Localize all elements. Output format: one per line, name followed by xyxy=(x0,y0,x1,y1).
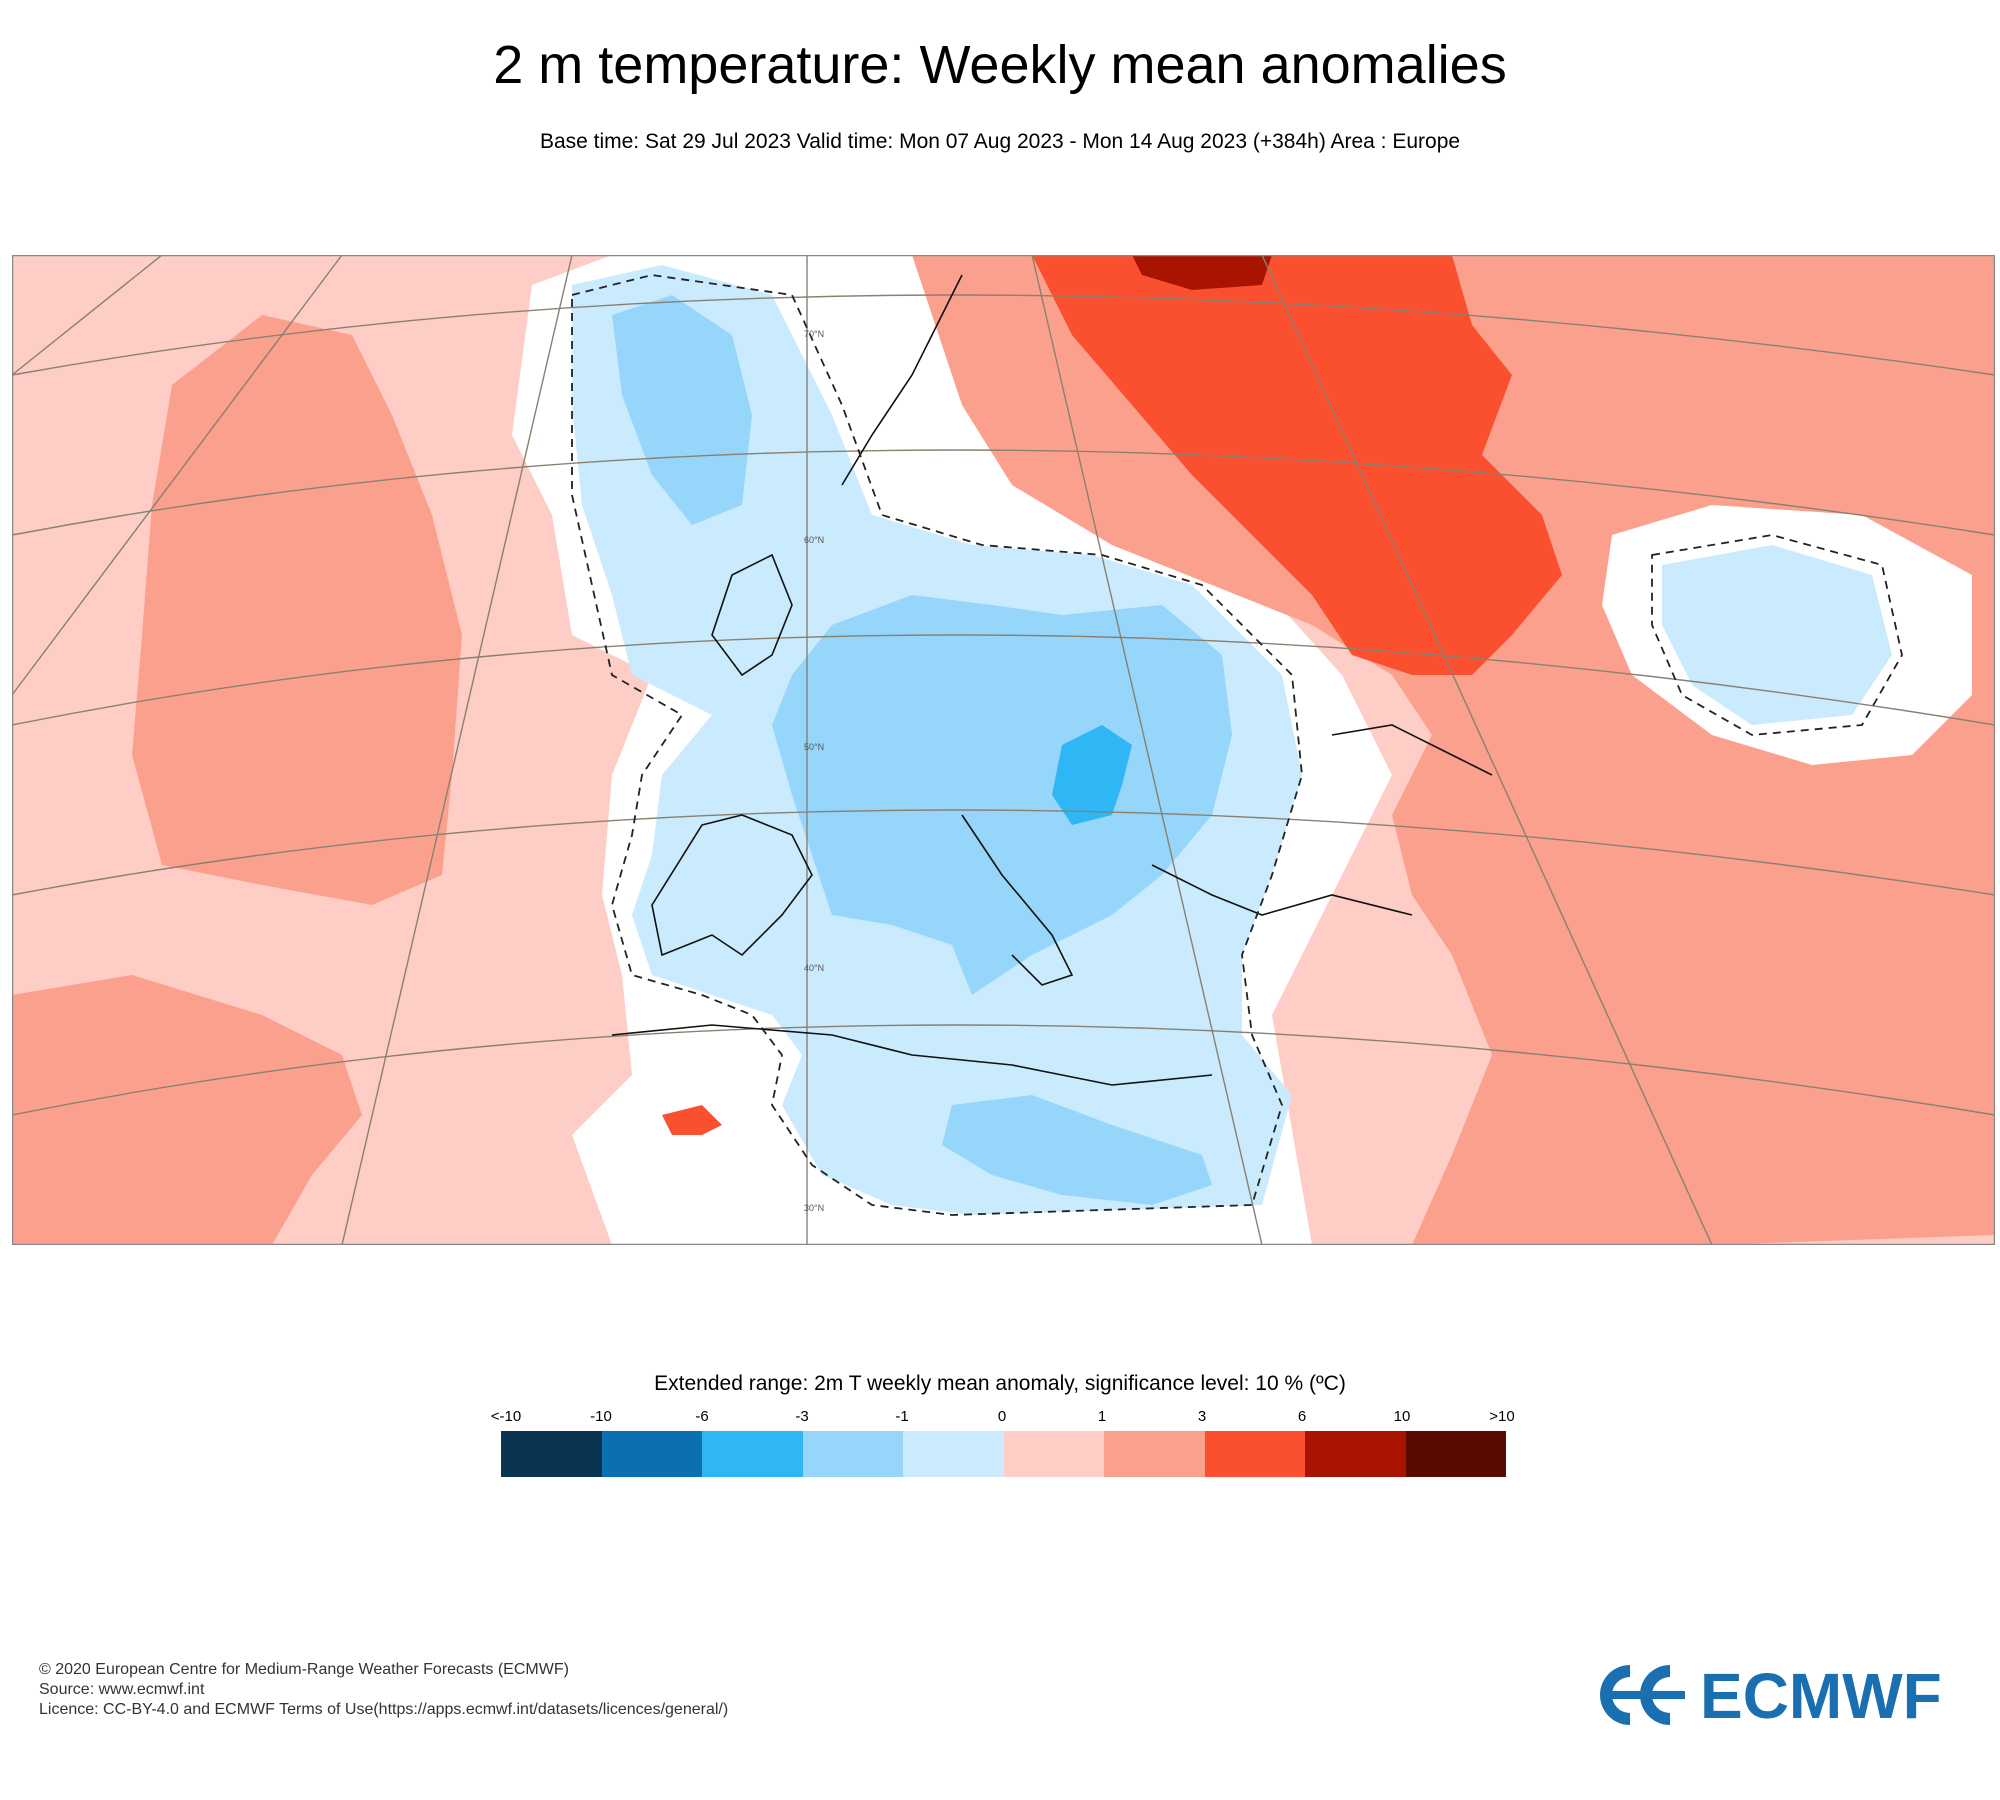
legend-tick-label: <-10 xyxy=(490,1408,522,1425)
map-graticule xyxy=(12,255,1995,1245)
lat-label-60n: 60°N xyxy=(804,535,824,545)
map-coastlines xyxy=(611,274,1493,1086)
legend-color-bar xyxy=(501,1431,1506,1477)
chart-subtitle: Base time: Sat 29 Jul 2023 Valid time: M… xyxy=(539,130,1461,153)
legend-swatch xyxy=(903,1431,1004,1477)
chart-title: 2 m temperature: Weekly mean anomalies xyxy=(493,35,1507,95)
legend-swatch xyxy=(1204,1431,1305,1477)
legend-tick-label: 6 xyxy=(1297,1408,1307,1425)
legend-swatch xyxy=(1104,1431,1205,1477)
anomaly-region-strong-warm xyxy=(1032,255,1562,675)
ecmwf-logo: ECMWF xyxy=(1600,1660,1942,1730)
map-frame xyxy=(12,255,1995,1245)
significance-contours xyxy=(571,274,1903,1216)
anomaly-region-warm-southwest xyxy=(12,975,362,1245)
legend-tick-label: 1 xyxy=(1097,1408,1107,1425)
lat-label-70n: 70°N xyxy=(804,329,824,339)
footer-copyright: © 2020 European Centre for Medium-Range … xyxy=(39,1661,569,1678)
legend-swatch xyxy=(501,1431,602,1477)
anomaly-region-warm-atlantic xyxy=(132,315,462,905)
ecmwf-logo-text: ECMWF xyxy=(1700,1660,1942,1730)
legend-tick-label: 0 xyxy=(997,1408,1007,1425)
legend-tick-label: -1 xyxy=(895,1408,909,1425)
legend-swatch xyxy=(702,1431,803,1477)
legend-title: Extended range: 2m T weekly mean anomaly… xyxy=(654,1372,1346,1395)
legend-tick-label: -6 xyxy=(695,1408,709,1425)
legend-swatch xyxy=(1003,1431,1104,1477)
legend-swatch xyxy=(802,1431,903,1477)
anomaly-region-weak-cold-east xyxy=(1662,545,1892,725)
lat-label-40n: 40°N xyxy=(804,963,824,973)
anomaly-region-warm-northeast xyxy=(912,255,1995,1245)
legend-tick-label: 3 xyxy=(1197,1408,1207,1425)
lat-label-30n: 30°N xyxy=(804,1203,824,1213)
anomaly-region-moderate-cold-central xyxy=(772,595,1232,995)
anomaly-region-strong-warm-africa xyxy=(662,1105,722,1135)
legend-tick-label: >10 xyxy=(1489,1408,1515,1425)
anomaly-map: 70°N 60°N 50°N 40°N 30°N xyxy=(12,255,1995,1245)
anomaly-region-very-strong-warm xyxy=(1132,255,1272,290)
footer-licence: Licence: CC-BY-4.0 and ECMWF Terms of Us… xyxy=(39,1701,729,1718)
legend-swatch xyxy=(601,1431,702,1477)
anomaly-region-strong-cold xyxy=(1052,725,1132,825)
anomaly-region-moderate-cold xyxy=(612,295,752,525)
legend-tick-labels: <-10 -10 -6 -3 -1 0 1 3 6 10 >10 xyxy=(490,1408,1515,1428)
legend-swatch xyxy=(1305,1431,1406,1477)
legend-tick-label: -10 xyxy=(590,1408,612,1425)
footer-credits: © 2020 European Centre for Medium-Range … xyxy=(39,1660,728,1720)
anomaly-region-moderate-cold-south xyxy=(942,1095,1212,1205)
legend-tick-label: -3 xyxy=(795,1408,809,1425)
legend-tick-label: 10 xyxy=(1393,1408,1411,1425)
ecmwf-logo-mark xyxy=(1600,1665,1685,1725)
footer-source: Source: www.ecmwf.int xyxy=(39,1681,205,1698)
lat-label-50n: 50°N xyxy=(804,742,824,752)
legend-swatch xyxy=(1405,1431,1506,1477)
